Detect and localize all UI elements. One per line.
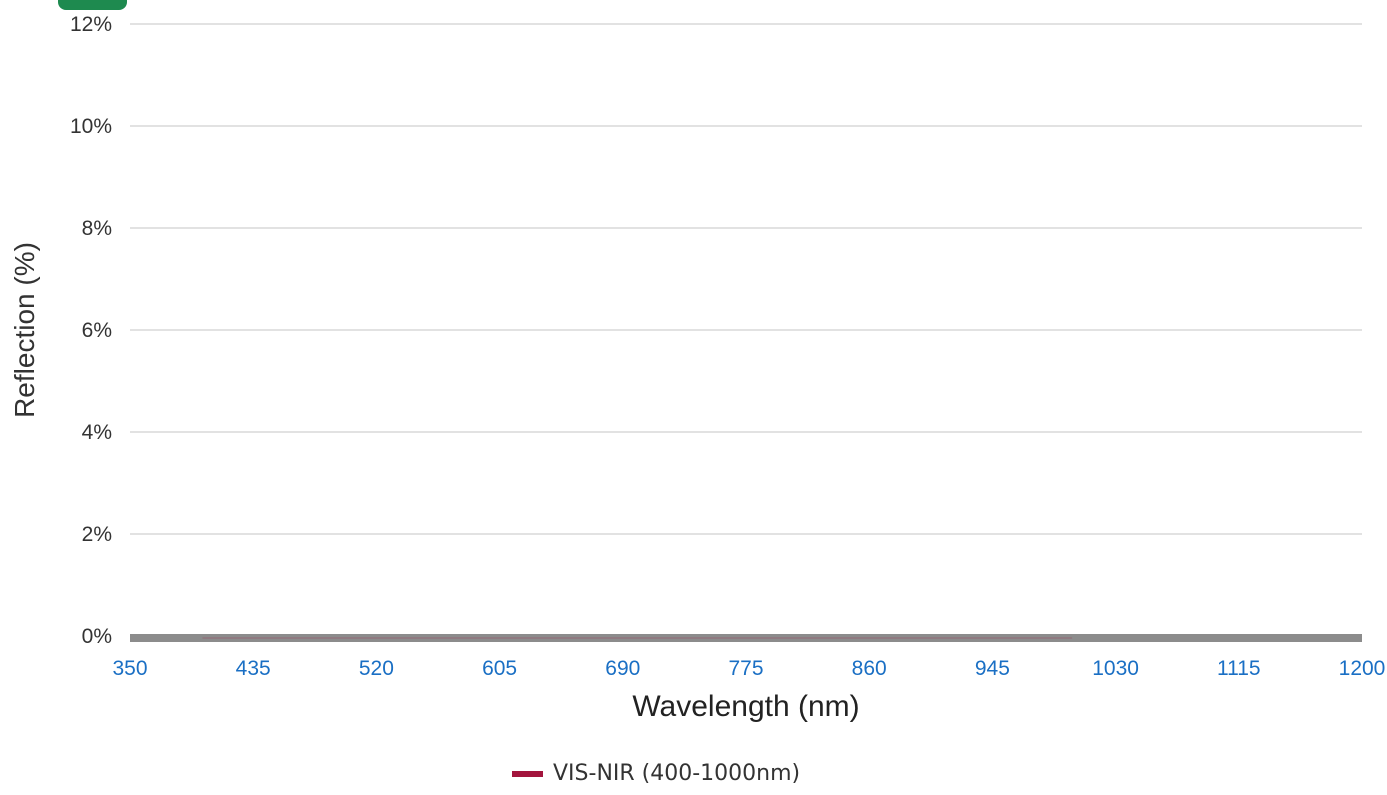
x-tick-label: 520 [359, 657, 394, 680]
x-tick-label: 1200 [1339, 657, 1386, 680]
x-tick-label: 1030 [1092, 657, 1139, 680]
gridlines [130, 23, 1362, 637]
y-tick-label: 12% [70, 13, 112, 36]
x-tick-label: 1115 [1217, 657, 1261, 680]
x-tick-label: 435 [236, 657, 271, 680]
x-tick-label: 605 [482, 657, 517, 680]
x-tick-label: 690 [605, 657, 640, 680]
x-tick-label: 860 [852, 657, 887, 680]
x-tick-label: 945 [975, 657, 1010, 680]
x-tick-label: 775 [728, 657, 763, 680]
x-axis-label: Wavelength (nm) [632, 690, 860, 723]
legend-swatch [512, 770, 543, 777]
y-tick-label: 10% [70, 115, 112, 138]
x-tick-label: 350 [112, 657, 147, 680]
y-axis-label: Reflection (%) [9, 242, 40, 418]
y-axis-ticks: 0% 2% 4% 6% 8% 10% 12% [70, 13, 112, 648]
legend[interactable]: VIS-NIR (400-1000nm) [512, 761, 800, 786]
brand-tab-badge [58, 0, 127, 10]
y-tick-label: 6% [82, 319, 112, 342]
y-tick-label: 0% [82, 625, 112, 648]
y-tick-label: 2% [82, 523, 112, 546]
legend-label: VIS-NIR (400-1000nm) [553, 761, 801, 786]
y-tick-label: 4% [82, 421, 112, 444]
y-tick-label: 8% [82, 217, 112, 240]
x-axis-ticks: 350 435 520 605 690 775 860 945 1030 1115 1200 [112, 657, 1385, 680]
